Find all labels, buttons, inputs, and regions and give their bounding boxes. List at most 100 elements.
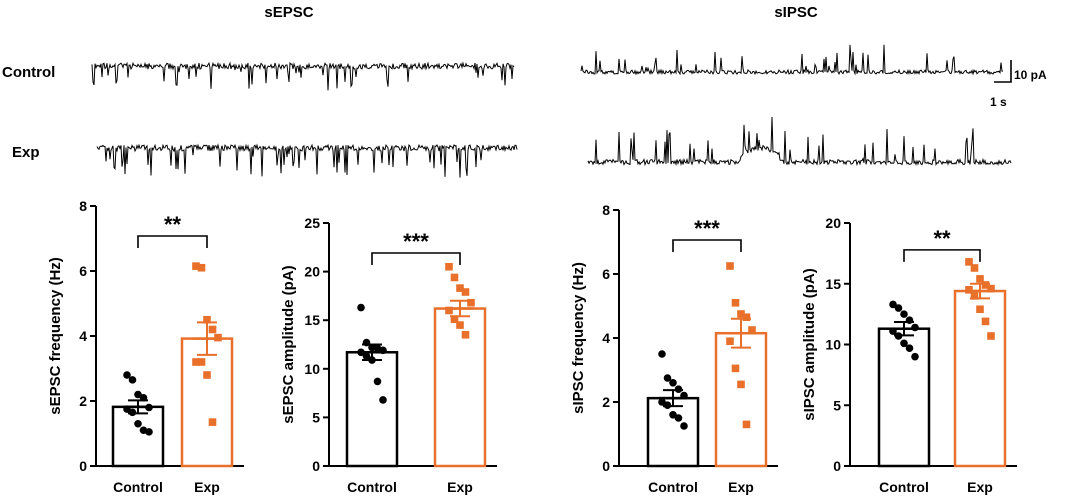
data-point-control — [134, 390, 142, 399]
data-point-exp — [981, 317, 990, 326]
bar-control — [877, 327, 931, 468]
y-tick-label: 2 — [602, 394, 610, 410]
significance-bracket — [672, 239, 742, 252]
data-point-exp — [456, 284, 464, 292]
x-tick-label: Control — [879, 479, 929, 495]
y-tick-label: 5 — [833, 397, 841, 413]
data-point-exp — [445, 306, 453, 315]
data-point-exp — [467, 298, 475, 307]
row-label-control: Control — [2, 64, 55, 81]
chart-sipsc-amplitude: 0 5 10 15 20 sIPSC amplitude (pA) Control Exp ** — [801, 215, 1017, 495]
trace-sipsc-exp — [587, 116, 1012, 167]
y-axis-label: sEPSC amplitude (pA) — [280, 265, 297, 423]
x-tick-label: Exp — [194, 479, 220, 495]
row-label-exp: Exp — [12, 144, 40, 161]
data-point-exp — [987, 332, 995, 340]
data-point-exp — [461, 288, 470, 296]
y-axis-label: sIPSC amplitude (pA) — [801, 268, 818, 421]
data-point-exp — [197, 263, 206, 272]
significance-bracket — [137, 235, 208, 248]
data-point-exp — [970, 292, 979, 300]
data-point-exp — [203, 315, 211, 324]
x-tick-label: Control — [648, 479, 698, 495]
y-tick-label: 8 — [602, 202, 610, 218]
y-tick-label: 0 — [833, 458, 841, 474]
y-tick-label: 6 — [79, 263, 87, 279]
data-point-control — [669, 379, 677, 387]
y-axis-label: sEPSC frequency (Hz) — [47, 257, 64, 415]
trace-sepsc-control — [91, 61, 515, 91]
data-point-exp — [197, 358, 206, 366]
data-point-exp — [976, 305, 984, 314]
x-tick-label: Exp — [967, 479, 993, 495]
chart-sepsc-frequency: 0 2 4 6 8 sEPSC frequency (Hz) Control Exp ** — [47, 198, 244, 495]
data-point-control — [379, 396, 387, 404]
data-point-exp — [208, 418, 217, 426]
data-point-control — [357, 303, 365, 312]
traces-group — [91, 44, 1012, 178]
data-point-exp — [970, 264, 979, 272]
data-point-exp — [192, 262, 200, 270]
y-tick-label: 4 — [79, 328, 87, 344]
data-point-control — [900, 339, 908, 348]
data-point-control — [128, 376, 137, 384]
sipsc-section-title: sIPSC — [774, 4, 818, 21]
y-tick-label: 6 — [602, 266, 610, 282]
data-point-exp — [742, 313, 751, 321]
data-point-control — [674, 414, 683, 422]
y-tick-label: 0 — [312, 458, 320, 474]
data-point-control — [889, 300, 897, 309]
y-axis-label: sIPSC frequency (Hz) — [570, 262, 587, 414]
data-point-control — [911, 352, 919, 361]
data-point-control — [905, 344, 914, 352]
x-tick-label: Exp — [728, 479, 754, 495]
significance-bracket — [903, 249, 981, 262]
bar-control — [345, 351, 399, 468]
data-point-exp — [726, 262, 734, 270]
significance-bracket — [371, 252, 461, 265]
trace-sepsc-exp — [96, 143, 518, 178]
data-point-control — [134, 419, 142, 428]
data-point-control — [123, 371, 131, 379]
data-point-control — [658, 350, 666, 358]
y-tick-label: 2 — [79, 393, 87, 409]
y-tick-label: 10 — [304, 361, 320, 377]
bar-exp — [714, 331, 768, 468]
y-tick-label: 15 — [825, 276, 841, 292]
y-tick-label: 0 — [602, 458, 610, 474]
data-point-control — [663, 374, 672, 382]
x-tick-label: Exp — [447, 479, 473, 495]
y-tick-label: 20 — [825, 215, 841, 231]
data-point-control — [373, 377, 382, 386]
y-tick-label: 25 — [304, 215, 320, 231]
data-point-exp — [445, 262, 453, 271]
y-tick-label: 20 — [304, 264, 320, 280]
data-point-exp — [965, 258, 973, 266]
significance-stars: *** — [694, 216, 720, 241]
data-point-exp — [737, 310, 745, 318]
chart-sepsc-amplitude: 0 5 10 15 20 25 sEPSC amplitude (pA) Control Exp… — [280, 215, 497, 495]
data-point-control — [894, 304, 903, 312]
data-point-exp — [450, 315, 459, 324]
data-point-exp — [192, 358, 200, 366]
scale-bar-time-label: 1 s — [990, 95, 1007, 109]
data-point-exp — [203, 371, 211, 379]
bar-control — [646, 396, 700, 468]
chart-sipsc-frequency: 0 2 4 6 8 sIPSC frequency (Hz) Control Exp *** — [570, 202, 778, 495]
bar-exp — [953, 289, 1007, 468]
data-point-control — [362, 352, 371, 360]
y-tick-label: 5 — [312, 409, 320, 425]
y-tick-label: 8 — [79, 198, 87, 214]
data-point-exp — [731, 364, 740, 373]
data-point-exp — [456, 321, 464, 329]
data-point-exp — [461, 330, 470, 339]
data-point-control — [145, 428, 153, 436]
x-tick-label: Control — [113, 479, 163, 495]
bar-exp — [180, 337, 234, 468]
data-point-exp — [737, 380, 745, 389]
scale-bar-amplitude-label: 10 pA — [1014, 68, 1047, 82]
data-point-control — [658, 398, 666, 406]
significance-stars: *** — [403, 229, 429, 254]
data-point-exp — [748, 326, 756, 334]
data-point-control — [900, 310, 908, 318]
